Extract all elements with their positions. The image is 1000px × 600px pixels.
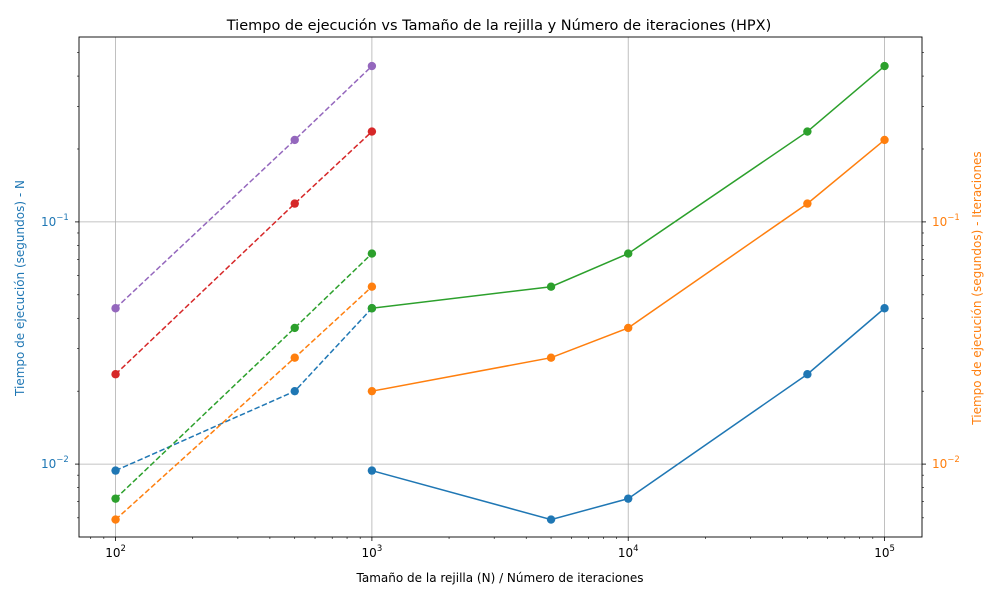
series-point-3 (367, 127, 377, 136)
series-line-3 (115, 131, 373, 375)
series-point-3 (290, 199, 299, 208)
series-point-7 (624, 249, 633, 258)
y-axis-label-right: Tiempo de ejecución (segundos) - Iteraci… (970, 151, 984, 425)
series-line-2 (115, 253, 373, 500)
series-point-6 (880, 135, 889, 145)
chart-title: Tiempo de ejecución vs Tamaño de la reji… (226, 18, 771, 34)
series-point-1 (111, 515, 120, 524)
series-line-4 (115, 65, 373, 309)
series-point-1 (290, 353, 299, 362)
x-tick-label: 104 (618, 544, 639, 560)
y-axis-ticks: 10−2 10−2 10−1 10−1 (41, 213, 960, 471)
plot-frame (78, 36, 923, 538)
series-point-5 (546, 515, 556, 524)
series-point-4 (111, 304, 120, 313)
y-tick-label-right: 10−1 (932, 213, 960, 229)
series-point-6 (367, 386, 377, 396)
series-point-6 (546, 353, 556, 362)
series-point-1 (367, 282, 377, 291)
x-tick-label: 105 (874, 544, 895, 560)
series-point-5 (880, 304, 889, 313)
series-group (111, 61, 889, 524)
series-point-4 (367, 61, 377, 71)
series-point-7 (803, 127, 812, 136)
y-axis-label-left: Tiempo de ejecución (segundos) - N (13, 180, 27, 397)
series-point-2 (111, 494, 120, 503)
series-point-2 (367, 249, 377, 258)
x-tick-label: 103 (362, 544, 383, 560)
series-point-6 (624, 323, 633, 333)
series-point-7 (880, 61, 889, 71)
x-axis-label: Tamaño de la rejilla (N) / Número de ite… (356, 571, 644, 585)
y-tick-label-left: 10−2 (41, 455, 69, 471)
series-point-5 (803, 370, 812, 379)
series-point-7 (546, 282, 556, 291)
series-point-6 (803, 199, 812, 208)
series-point-5 (624, 494, 633, 503)
series-point-7 (367, 304, 377, 313)
series-point-2 (290, 323, 299, 333)
y-tick-label-right: 10−2 (932, 455, 960, 471)
x-axis-ticks: 102 103 104 105 (105, 537, 895, 560)
series-point-0 (290, 386, 299, 396)
x-tick-label: 102 (105, 544, 126, 560)
y-tick-label-left: 10−1 (41, 213, 69, 229)
series-point-3 (111, 370, 120, 379)
series-point-0 (111, 466, 120, 475)
series-point-5 (367, 466, 377, 475)
series-point-4 (290, 135, 299, 145)
